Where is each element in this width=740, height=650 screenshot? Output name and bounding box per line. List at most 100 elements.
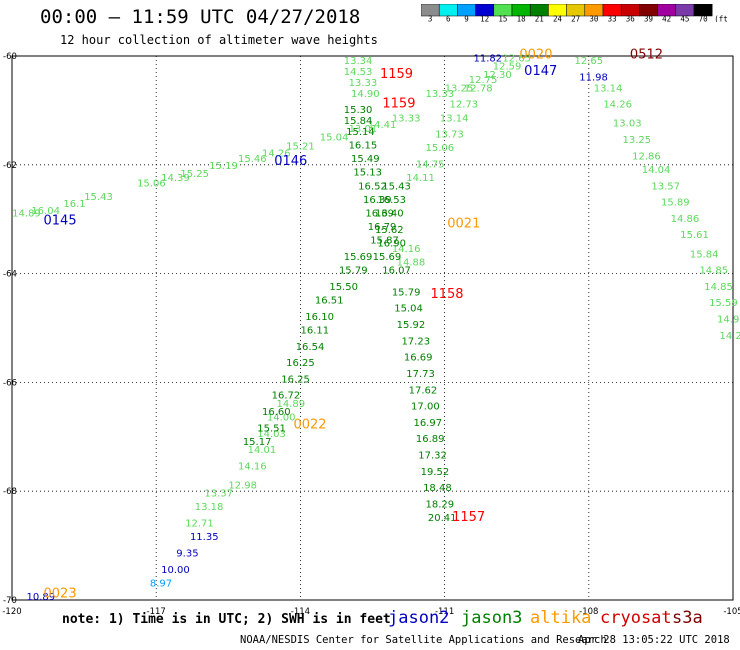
lat-tick-label: -68: [3, 487, 17, 497]
generated-timestamp: Apr 28 13:05:22 UTC 2018: [578, 634, 730, 646]
colorbar-label: 6: [446, 15, 451, 23]
colorbar-unit: (ft): [714, 15, 729, 23]
swh-value-altika: 14.89: [276, 399, 305, 410]
swh-value-altika: 13.18: [195, 502, 224, 513]
swh-value-altika: 15.06: [137, 179, 166, 190]
lon-tick-label: -105: [723, 607, 740, 617]
pass-time-label: 0145: [44, 214, 77, 229]
swh-value-altika: 15.46: [238, 154, 267, 165]
swh-value-jason3: 15.69: [344, 252, 373, 263]
swh-value-jason3: 15.69: [373, 252, 402, 263]
swh-value-altika: 14.04: [642, 165, 671, 176]
lat-tick-label: -66: [3, 378, 17, 388]
swh-value-jason3: 15.79: [392, 287, 421, 298]
swh-value-jason2-light: 8.97: [150, 578, 172, 589]
footnote: note: 1) Time is in UTC; 2) SWH is in fe…: [62, 612, 391, 627]
pass-time-label: 1157: [452, 510, 485, 525]
swh-value-jason3: 16.25: [286, 358, 315, 369]
swh-value-altika: 13.01: [349, 124, 378, 135]
lon-tick-label: -108: [579, 607, 598, 617]
swh-value-altika: 14.9: [717, 315, 739, 326]
colorbar-label: 18: [517, 15, 527, 23]
swh-value-altika: 12.65: [502, 53, 531, 64]
swh-value-jason2: 10.00: [161, 565, 190, 576]
page-title: 00:00 – 11:59 UTC 04/27/2018: [40, 6, 361, 28]
colorbar-label: 27: [571, 15, 580, 23]
swh-value-altika: 13.14: [440, 113, 469, 124]
swh-value-jason3: 15.62: [375, 225, 404, 236]
lat-tick-label: -64: [3, 270, 17, 280]
swh-value-jason3: 15.30: [344, 105, 373, 116]
pass-time-label: 1159: [382, 97, 415, 112]
swh-value-altika: 14.11: [406, 173, 435, 184]
colorbar-label: 21: [535, 15, 544, 23]
swh-value-altika: 12.30: [483, 70, 512, 81]
swh-value-altika: 13.25: [623, 135, 652, 146]
swh-value-jason2: 9.35: [176, 548, 198, 559]
colorbar-label: 15: [498, 15, 507, 23]
swh-value-jason3: 15.13: [353, 168, 382, 179]
swh-value-altika: 16.04: [31, 206, 60, 217]
swh-value-altika: 15.59: [709, 298, 738, 309]
swh-value-jason3: 17.23: [401, 336, 430, 347]
swh-value-altika: 14.89: [12, 208, 41, 219]
colorbar-label: 42: [662, 15, 671, 23]
swh-value-jason3: 17.62: [409, 385, 438, 396]
satellite-legend-s3a: s3a: [672, 608, 703, 628]
swh-value-jason3: 15.17: [243, 437, 272, 448]
swh-value-jason3: 16.15: [349, 140, 378, 151]
swh-value-jason3: 15.51: [257, 423, 286, 434]
colorbar-label: 24: [553, 15, 563, 23]
swh-value-jason3: 15.92: [397, 320, 426, 331]
swh-value-altika: 15.84: [690, 249, 719, 260]
swh-value-jason2: 11.98: [579, 72, 608, 83]
satellite-legend-jason3: jason3: [461, 608, 523, 628]
swh-value-altika: 14.53: [344, 67, 373, 78]
swh-value-altika: 15.43: [84, 192, 113, 203]
swh-value-jason3: 16.79: [368, 222, 397, 233]
swh-value-altika: 13.73: [435, 130, 464, 141]
swh-value-jason3: 15.49: [351, 154, 380, 165]
swh-value-jason3: 15.43: [382, 181, 411, 192]
swh-value-altika: 14.88: [397, 257, 426, 268]
satellite-legend-altika: altika: [530, 608, 592, 628]
swh-value-jason3: 16.53: [377, 195, 406, 206]
swh-value-jason3: 16.10: [305, 312, 334, 323]
swh-value-altika: 15.19: [209, 161, 238, 172]
pass-time-label: 0512: [630, 48, 663, 63]
swh-value-jason3: 15.79: [339, 266, 368, 277]
swh-value-altika: 13.34: [344, 56, 373, 67]
swh-value-altika: 15.89: [661, 198, 690, 209]
colorbar-label: 36: [626, 15, 636, 23]
swh-value-altika: 12.86: [632, 151, 661, 162]
swh-value-altika: 14.90: [351, 89, 380, 100]
pass-time-label: 0022: [293, 418, 326, 433]
swh-value-altika: 14.26: [603, 100, 632, 111]
lat-tick-label: -60: [3, 52, 17, 62]
swh-value-jason3: 16.25: [281, 374, 310, 385]
swh-value-jason3: 16.07: [382, 266, 411, 277]
colorbar-label: 45: [680, 15, 689, 23]
swh-value-altika: 13.33: [425, 89, 454, 100]
swh-value-jason3: 16.40: [375, 208, 404, 219]
swh-value-altika: 15.21: [286, 142, 315, 153]
swh-value-altika: 12.59: [493, 62, 522, 73]
swh-value-jason3: 16.52: [358, 181, 387, 192]
swh-value-jason3: 16.39: [365, 208, 394, 219]
swh-value-altika: 13.37: [204, 489, 233, 500]
swh-value-jason3: 15.04: [394, 304, 423, 315]
swh-value-altika: 12.65: [574, 56, 603, 67]
swh-value-jason3: 16.69: [404, 353, 433, 364]
swh-value-altika: 12.78: [464, 83, 493, 94]
swh-value-altika: 14.26: [262, 149, 291, 160]
swh-value-altika: 15.25: [180, 169, 209, 180]
swh-value-jason3: 16.60: [262, 407, 291, 418]
pass-time-label: 0147: [524, 64, 557, 79]
swh-value-jason3: 17.32: [418, 451, 447, 462]
swh-value-jason3: 15.84: [344, 116, 373, 127]
swh-value-altika: 14.86: [671, 214, 700, 225]
credit-line: NOAA/NESDIS Center for Satellite Applica…: [240, 634, 607, 646]
lon-tick-label: -114: [291, 607, 310, 617]
swh-value-jason3: 16.89: [416, 434, 445, 445]
colorbar-label: 39: [644, 15, 653, 23]
